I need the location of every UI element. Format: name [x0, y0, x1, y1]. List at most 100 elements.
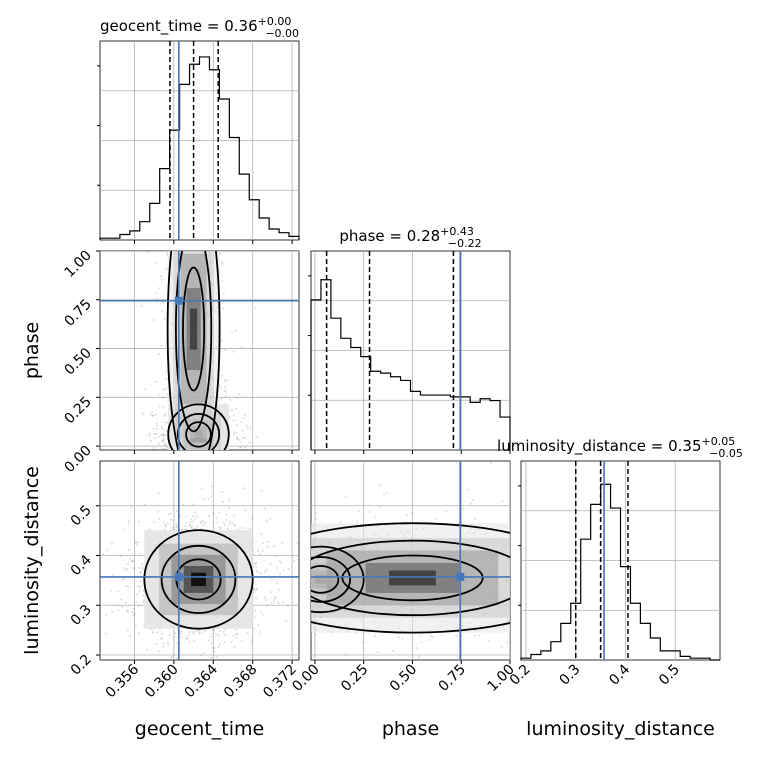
sample-point [220, 280, 223, 282]
sample-point [228, 523, 231, 526]
sample-point [165, 370, 167, 373]
sample-point [415, 647, 418, 650]
sample-point [217, 634, 220, 637]
contour [311, 545, 365, 614]
sample-point [179, 515, 182, 518]
sample-point [235, 329, 237, 332]
y-axis-label-phase: phase [21, 322, 43, 379]
sample-point [139, 580, 142, 583]
sample-point [122, 578, 125, 581]
sample-point [255, 588, 258, 591]
sample-point [127, 523, 130, 526]
sample-point [185, 635, 188, 638]
sample-point [227, 506, 230, 509]
sample-point [162, 433, 165, 436]
sample-point [212, 628, 215, 631]
sample-point [219, 527, 222, 530]
sample-point [140, 584, 143, 587]
sample-point [210, 495, 213, 498]
sample-point [200, 654, 203, 657]
sample-point [131, 567, 134, 570]
sample-point [254, 616, 256, 619]
hist-panel-geocent_time: geocent_time = 0.36+0.00 −0.00 [97, 15, 300, 244]
sample-point [255, 566, 258, 569]
sample-point [259, 553, 262, 556]
sample-point [120, 598, 123, 601]
hist-panel-luminosity_distance: luminosity_distance = 0.35+0.05 −0.05 [497, 435, 743, 661]
sample-point [162, 406, 165, 409]
sample-point [234, 524, 237, 527]
sample-point [199, 632, 201, 635]
sample-point [180, 636, 183, 639]
sample-point [500, 645, 503, 648]
sample-point [148, 434, 151, 437]
sample-point [279, 572, 282, 575]
sample-point [128, 549, 130, 551]
sample-point [137, 604, 140, 607]
sample-point [249, 527, 252, 530]
sample-point [253, 562, 256, 565]
sample-point [160, 275, 163, 278]
sample-point [158, 517, 161, 520]
sample-point [135, 543, 138, 546]
sample-point [142, 601, 145, 604]
sample-point [162, 521, 165, 524]
sample-point [220, 339, 223, 342]
sample-point [125, 569, 128, 571]
sample-point [136, 593, 139, 596]
sample-point [128, 586, 131, 589]
sample-point [474, 634, 477, 637]
sample-point [154, 262, 157, 265]
sample-point [164, 387, 167, 390]
sample-point [315, 512, 318, 515]
sample-point [165, 443, 167, 446]
hist-title-geocent_time: geocent_time = 0.36+0.00 −0.00 [100, 15, 299, 40]
sample-point [102, 553, 105, 556]
sample-point [203, 498, 206, 500]
sample-point [252, 549, 255, 552]
sample-point [153, 520, 155, 523]
sample-point [132, 607, 135, 610]
sample-point [224, 380, 227, 382]
y-tick-label: 1.00 [61, 248, 94, 281]
sample-point [175, 525, 178, 528]
sample-point [231, 330, 234, 333]
sample-point [222, 307, 225, 310]
sample-point [237, 438, 240, 441]
sample-point [167, 644, 170, 646]
sample-point [263, 570, 266, 573]
sample-point [255, 562, 258, 565]
sample-point [142, 589, 145, 592]
sample-point [221, 374, 224, 377]
sample-point [378, 505, 381, 508]
sample-point [160, 638, 163, 641]
sample-point [231, 522, 234, 525]
y-tick-label: 0.50 [61, 345, 94, 378]
sample-point [163, 443, 166, 446]
sample-point [238, 446, 241, 449]
hist-geocent_time [99, 56, 300, 240]
sample-point [287, 604, 290, 607]
truth-marker [456, 572, 465, 581]
sample-point [140, 304, 143, 307]
sample-point [155, 422, 158, 424]
sample-point [223, 390, 226, 392]
sample-point [202, 524, 205, 527]
sample-point [278, 588, 281, 591]
sample-point [262, 542, 264, 545]
sample-point [160, 633, 163, 636]
sample-point [237, 448, 240, 450]
sample-point [470, 502, 472, 505]
sample-point [192, 632, 195, 635]
sample-point [229, 398, 232, 401]
sample-point [247, 528, 250, 531]
sample-point [339, 520, 342, 523]
sample-point [126, 567, 129, 570]
contour [167, 403, 230, 450]
x-tick-label: 0.50 [387, 662, 420, 695]
sample-point [296, 542, 299, 544]
panel-phase-vs-geocent_time [96, 250, 300, 454]
sample-point [251, 517, 254, 520]
sample-point [219, 252, 222, 255]
sample-point [117, 590, 120, 593]
